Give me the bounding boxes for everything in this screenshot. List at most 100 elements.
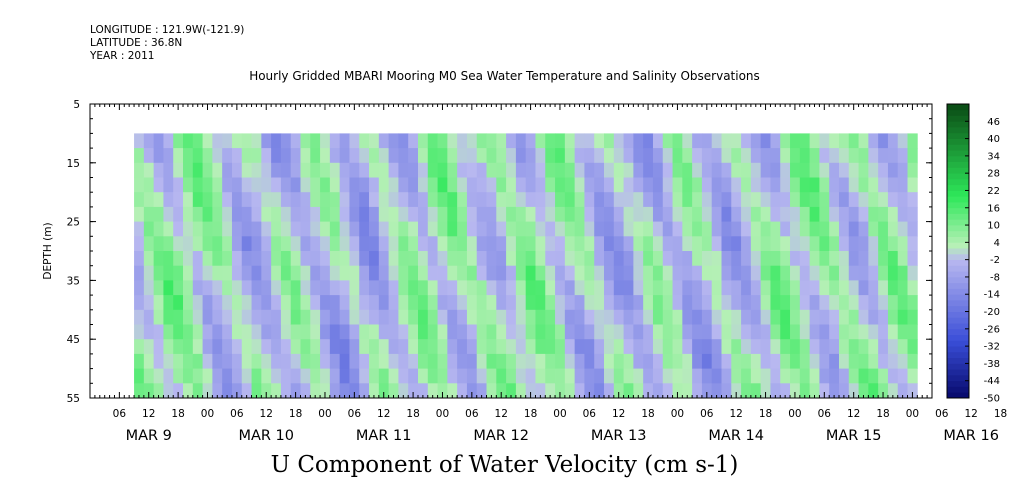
- heatmap-cell: [790, 206, 801, 222]
- heatmap-cell: [770, 353, 781, 369]
- heatmap-cell: [858, 236, 869, 252]
- heatmap-cell: [349, 148, 360, 164]
- heatmap-cell: [868, 206, 879, 222]
- heatmap-cell: [790, 309, 801, 325]
- heatmap-cell: [770, 265, 781, 281]
- heatmap-cell: [652, 324, 664, 340]
- heatmap-cell: [643, 265, 654, 281]
- colorbar-label: 34: [987, 151, 1000, 162]
- heatmap-cell: [711, 221, 722, 237]
- heatmap-cell: [290, 265, 301, 281]
- heatmap-cell: [584, 192, 595, 208]
- heatmap-cell: [212, 295, 223, 311]
- heatmap-cell: [134, 192, 145, 208]
- heatmap-cell: [662, 280, 673, 296]
- heatmap-cell: [476, 221, 487, 237]
- x-tick-label: 00: [788, 408, 801, 420]
- heatmap-cell: [829, 206, 840, 222]
- heatmap-cell: [809, 221, 820, 237]
- heatmap-cell: [594, 368, 605, 384]
- heatmap-cell: [261, 265, 272, 281]
- heatmap-cell: [369, 280, 380, 296]
- heatmap-cell: [897, 206, 908, 222]
- heatmap-cell: [241, 295, 252, 311]
- heatmap-cell: [535, 162, 546, 178]
- heatmap-cell: [809, 383, 820, 399]
- heatmap-cell: [545, 162, 556, 178]
- heatmap-cell: [594, 177, 605, 193]
- heatmap-cell: [153, 192, 164, 208]
- heatmap-cell: [721, 309, 732, 325]
- heatmap-cell: [750, 280, 762, 296]
- heatmap-cell: [427, 192, 438, 208]
- heatmap-cell: [192, 353, 203, 369]
- heatmap-cell: [868, 280, 879, 296]
- heatmap-cell: [222, 309, 233, 325]
- heatmap-cell: [858, 148, 869, 164]
- heatmap-cell: [545, 368, 556, 384]
- heatmap-cell: [887, 133, 899, 149]
- heatmap-cell: [574, 295, 585, 311]
- heatmap-cell: [280, 162, 292, 178]
- heatmap-cell: [271, 368, 282, 384]
- heatmap-cell: [809, 162, 820, 178]
- heatmap-cell: [173, 383, 184, 399]
- heatmap-cell: [770, 280, 781, 296]
- heatmap-cell: [271, 295, 282, 311]
- colorbar-swatch: [947, 271, 969, 278]
- heatmap-cell: [378, 192, 390, 208]
- heatmap-cell: [555, 133, 566, 149]
- heatmap-cell: [790, 295, 801, 311]
- heatmap-cell: [848, 339, 859, 355]
- heatmap-cell: [143, 324, 155, 340]
- heatmap-cell: [848, 162, 859, 178]
- heatmap-cell: [173, 309, 184, 325]
- heatmap-cell: [604, 148, 615, 164]
- heatmap-cell: [310, 280, 321, 296]
- heatmap-cell: [682, 251, 693, 267]
- heatmap-cell: [496, 162, 507, 178]
- heatmap-cell: [486, 383, 497, 399]
- heatmap-cell: [506, 162, 517, 178]
- colorbar-label: -26: [984, 324, 1000, 335]
- heatmap-cell: [741, 339, 752, 355]
- heatmap-cell: [574, 251, 585, 267]
- heatmap-cell: [555, 383, 566, 399]
- heatmap-cell: [672, 192, 683, 208]
- heatmap-cell: [741, 177, 752, 193]
- heatmap-cell: [574, 206, 585, 222]
- heatmap-cell: [643, 368, 654, 384]
- heatmap-cell: [692, 221, 703, 237]
- colorbar-swatch: [947, 202, 969, 209]
- heatmap-cell: [662, 236, 673, 252]
- x-tick-label: 06: [935, 408, 949, 420]
- heatmap-cell: [682, 353, 693, 369]
- heatmap-cell: [427, 309, 438, 325]
- heatmap-cell: [907, 148, 918, 164]
- colorbar-label: -14: [984, 290, 1000, 301]
- heatmap-cell: [290, 368, 301, 384]
- heatmap-cell: [437, 177, 448, 193]
- heatmap-cell: [662, 339, 673, 355]
- heatmap-cell: [741, 236, 752, 252]
- heatmap-cell: [192, 236, 203, 252]
- colorbar-swatch: [947, 225, 969, 232]
- heatmap-cell: [780, 236, 791, 252]
- heatmap-cell: [212, 383, 223, 399]
- colorbar-label: -8: [990, 272, 1000, 283]
- heatmap-cell: [711, 353, 722, 369]
- heatmap-cell: [731, 339, 742, 355]
- x-date-label: MAR 13: [591, 428, 647, 444]
- heatmap-cell: [251, 236, 262, 252]
- heatmap-cell: [780, 309, 791, 325]
- heatmap-cell: [300, 368, 311, 384]
- x-tick-label: 18: [994, 408, 1007, 420]
- heatmap-cell: [398, 221, 409, 237]
- heatmap-cell: [300, 206, 311, 222]
- heatmap-cell: [780, 368, 791, 384]
- heatmap-cell: [202, 368, 213, 384]
- heatmap-cell: [290, 339, 301, 355]
- heatmap-cell: [848, 206, 859, 222]
- heatmap-cell: [907, 221, 918, 237]
- heatmap-cell: [555, 265, 566, 281]
